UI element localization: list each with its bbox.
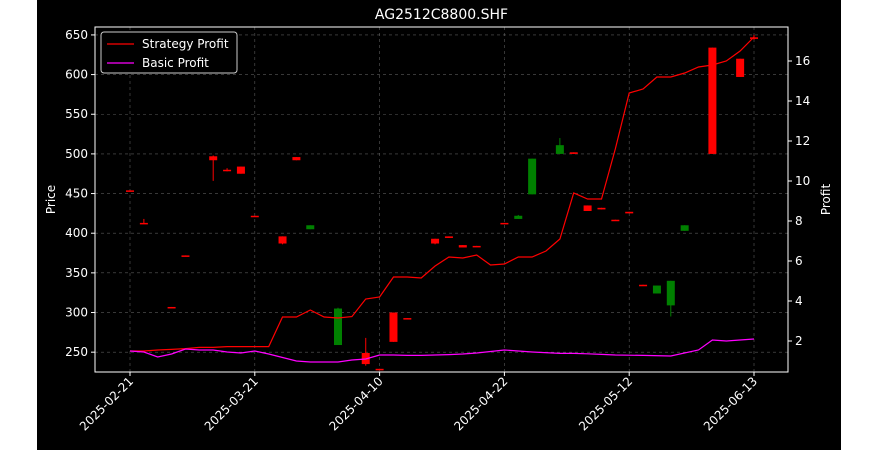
profit-lines [129, 36, 755, 363]
date-tick-label: 2025-04-10 [327, 374, 386, 433]
strategy-profit-line [130, 36, 755, 352]
candle-body [431, 238, 440, 244]
legend-box [100, 31, 238, 74]
candle-body [250, 215, 259, 218]
candle-body [472, 245, 481, 248]
candle-body [750, 37, 758, 39]
date-tick-label: 2025-05-12 [576, 374, 635, 433]
profit-tick-label: 16 [795, 54, 810, 68]
candle-body [403, 318, 412, 320]
y2-axis-label: Profit [819, 184, 833, 216]
candle-body [444, 236, 453, 238]
candle-body [514, 215, 523, 219]
date-axis: 2025-02-21 2025-03-21 2025-04-10 2025-04-22… [77, 372, 760, 433]
candle-body [652, 285, 661, 294]
price-tick-label: 300 [65, 306, 88, 320]
candle-body [306, 225, 315, 230]
candle-body [666, 280, 675, 306]
legend-basic-label: Basic Profit [142, 56, 209, 70]
price-tick-label: 500 [65, 147, 88, 161]
candle-body [167, 306, 176, 309]
candle-body [569, 152, 578, 154]
profit-tick-label: 4 [795, 294, 803, 308]
candles [126, 34, 758, 371]
candle-body [555, 145, 564, 154]
candle-body [680, 225, 689, 231]
candle-body [708, 47, 717, 154]
candle-body [389, 312, 398, 342]
price-tick-label: 350 [65, 266, 88, 280]
price-tick-label: 450 [65, 187, 88, 201]
y-axis-label: Price [44, 185, 58, 214]
candle-body [126, 190, 134, 192]
price-tick-label: 600 [65, 68, 88, 82]
candle-body [458, 245, 467, 248]
candle-body [236, 166, 245, 174]
profit-tick-label: 14 [795, 94, 810, 108]
date-tick-label: 2025-06-13 [701, 374, 760, 433]
price-tick-label: 250 [65, 345, 88, 359]
profit-tick-label: 10 [795, 174, 810, 188]
profit-tick-label: 8 [795, 214, 803, 228]
candle-body [625, 211, 634, 214]
candle-body [209, 156, 218, 161]
candle-body [334, 308, 342, 346]
candle-body [597, 207, 606, 210]
profit-tick-label: 12 [795, 134, 810, 148]
candle-body [736, 58, 745, 77]
candle-body [278, 236, 287, 244]
date-tick-label: 2025-03-21 [202, 374, 261, 433]
candle-body [375, 368, 384, 371]
legend-strategy-label: Strategy Profit [142, 37, 229, 51]
candle-body [528, 158, 537, 195]
candle-body [611, 219, 620, 222]
candle-body [583, 205, 592, 211]
chart-title: AG2512C8800.SHF [375, 7, 508, 23]
price-tick-label: 550 [65, 107, 88, 121]
price-axis: 250 300 350 400 450 500 550 600 650 [65, 28, 95, 359]
price-tick-label: 650 [65, 28, 88, 42]
figure-background [37, 0, 841, 450]
date-tick-label: 2025-04-22 [451, 374, 510, 433]
legend: Strategy Profit Basic Profit [100, 31, 238, 74]
profit-tick-label: 2 [795, 334, 803, 348]
grid-lines [95, 27, 788, 372]
plot-frame [94, 26, 789, 373]
basic-profit-line [129, 338, 755, 363]
profit-tick-label: 6 [795, 254, 803, 268]
candle-body [639, 284, 648, 287]
price-tick-label: 400 [65, 226, 88, 240]
profit-axis: 2 4 6 8 10 12 14 16 [788, 54, 810, 348]
date-tick-label: 2025-02-21 [77, 374, 136, 433]
candle-body [139, 222, 148, 225]
candle-body [292, 157, 301, 161]
candle-body [223, 169, 232, 172]
candle-body [500, 222, 509, 225]
candle-body [181, 255, 190, 257]
